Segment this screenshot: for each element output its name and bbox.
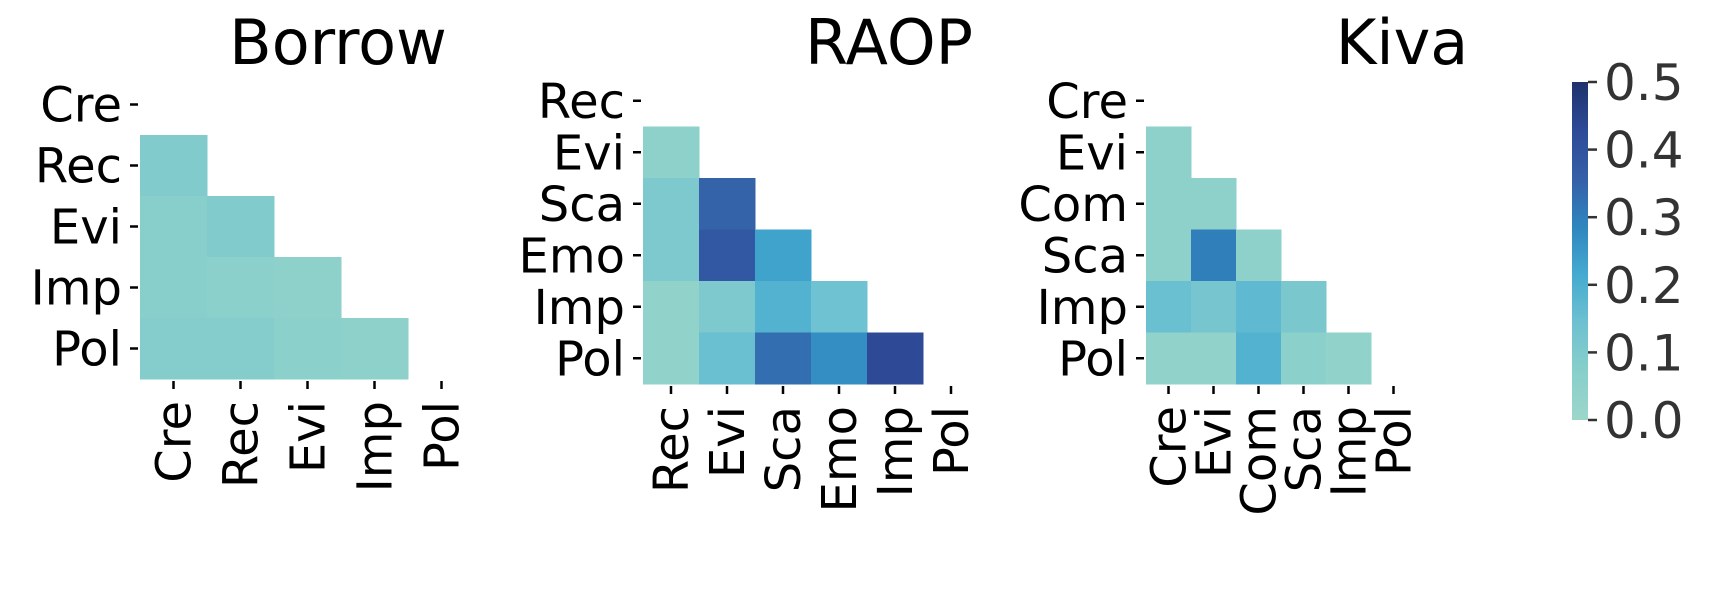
y-tick-label: Pol — [52, 322, 122, 378]
heatmap-cells-kiva — [1146, 126, 1372, 385]
heatmap-cell — [1236, 281, 1282, 333]
heatmap-cell — [1146, 229, 1192, 282]
heatmap-cell — [207, 196, 275, 258]
heatmap-cell — [699, 281, 756, 333]
heatmap-cell — [755, 229, 812, 282]
heatmap-cell — [755, 281, 812, 333]
heatmap-cell — [1191, 332, 1237, 385]
colorbar-tick-label: 0.4 — [1604, 122, 1684, 180]
y-tick-label: Imp — [31, 261, 122, 317]
y-tick-label: Cre — [40, 78, 122, 134]
x-tick-label: Com — [1232, 406, 1288, 516]
x-tick-label: Rec — [214, 401, 270, 488]
x-tick-label: Pol — [415, 401, 471, 471]
x-axis-borrow: Cre Rec Evi Imp Pol — [147, 381, 471, 492]
x-tick-label: Sca — [1277, 406, 1333, 492]
x-tick-label: Imp — [868, 406, 924, 497]
heatmap-cell — [811, 332, 868, 385]
y-tick-label: Evi — [50, 200, 122, 256]
heatmap-cell — [140, 257, 208, 319]
heatmap-cell — [1326, 332, 1372, 385]
y-tick-label: Sca — [1042, 228, 1128, 284]
colorbar-tick-label: 0.1 — [1604, 324, 1684, 382]
colorbar-ticks: 0.0 0.1 0.2 0.3 0.4 0.5 — [1588, 54, 1684, 450]
panel-title-kiva: Kiva — [1336, 6, 1469, 79]
heatmap-cell — [1146, 126, 1192, 179]
heatmap-cell — [341, 318, 409, 380]
y-tick-label: Emo — [519, 228, 625, 284]
heatmap-cell — [867, 332, 924, 385]
heatmap-cell — [643, 281, 700, 333]
heatmap-cell — [699, 178, 756, 230]
panel-title-borrow: Borrow — [229, 6, 447, 79]
heatmap-cell — [207, 257, 275, 319]
heatmap-cell — [643, 229, 700, 282]
y-tick-label: Evi — [553, 125, 625, 181]
heatmap-cell — [699, 229, 756, 282]
y-tick-label: Cre — [1046, 74, 1128, 130]
heatmap-cell — [643, 178, 700, 230]
colorbar: 0.0 0.1 0.2 0.3 0.4 0.5 — [1572, 54, 1684, 450]
panel-title-raop: RAOP — [805, 6, 973, 79]
heatmap-cell — [1191, 178, 1237, 230]
x-tick-label: Emo — [812, 406, 868, 512]
x-tick-label: Imp — [348, 401, 404, 492]
colorbar-tick-label: 0.3 — [1604, 189, 1684, 247]
heatmap-cells-borrow — [140, 135, 409, 380]
colorbar-tick-label: 0.0 — [1604, 392, 1684, 450]
y-tick-label: Pol — [1058, 331, 1128, 387]
y-tick-label: Imp — [1037, 280, 1128, 336]
heatmap-cell — [1191, 281, 1237, 333]
x-tick-label: Evi — [281, 401, 337, 473]
colorbar-tick-label: 0.2 — [1604, 257, 1684, 315]
heatmap-cell — [1146, 178, 1192, 230]
heatmap-cell — [811, 281, 868, 333]
heatmap-cell — [140, 196, 208, 258]
x-tick-label: Sca — [756, 406, 812, 492]
heatmap-cell — [274, 318, 342, 380]
heatmap-cell — [1146, 332, 1192, 385]
heatmap-cell — [755, 332, 812, 385]
heatmap-cell — [1191, 229, 1237, 282]
heatmap-cell — [1236, 332, 1282, 385]
y-tick-label: Evi — [1056, 125, 1128, 181]
heatmap-cell — [1146, 281, 1192, 333]
heatmap-cell — [140, 318, 208, 380]
x-tick-label: Rec — [644, 406, 700, 493]
heatmap-cell — [643, 332, 700, 385]
heatmap-cell — [1281, 332, 1327, 385]
x-tick-label: Cre — [147, 401, 203, 483]
heatmap-cells-raop — [643, 126, 924, 385]
colorbar-gradient — [1572, 82, 1588, 420]
heatmap-cell — [207, 318, 275, 380]
x-tick-label: Cre — [1142, 406, 1198, 488]
x-tick-label: Pol — [1367, 406, 1423, 476]
y-tick-label: Pol — [555, 331, 625, 387]
heatmap-cell — [1236, 229, 1282, 282]
heatmap-cell — [140, 135, 208, 197]
heatmap-cell — [699, 332, 756, 385]
x-axis-raop: Rec Evi Sca Emo Imp Pol — [644, 386, 980, 512]
heatmap-cell — [1281, 281, 1327, 333]
x-tick-label: Imp — [1322, 406, 1378, 497]
y-tick-label: Sca — [539, 177, 625, 233]
heatmap-cell — [274, 257, 342, 319]
y-tick-label: Imp — [534, 280, 625, 336]
y-tick-label: Com — [1018, 177, 1128, 233]
y-tick-label: Rec — [35, 139, 122, 195]
y-tick-label: Rec — [538, 74, 625, 130]
x-tick-label: Evi — [1187, 406, 1243, 478]
x-tick-label: Pol — [924, 406, 980, 476]
x-tick-label: Evi — [700, 406, 756, 478]
heatmap-cell — [643, 126, 700, 179]
colorbar-tick-label: 0.5 — [1604, 54, 1684, 112]
